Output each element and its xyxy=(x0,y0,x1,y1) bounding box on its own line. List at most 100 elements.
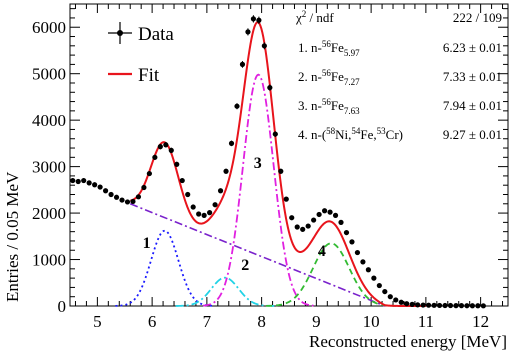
x-tick-label: 9 xyxy=(312,312,321,331)
y-tick-label: 5000 xyxy=(32,65,66,84)
legend-fit-label: Fit xyxy=(138,65,160,86)
data-point xyxy=(436,302,443,309)
data-point xyxy=(278,168,284,174)
data-point xyxy=(283,196,289,202)
x-tick-label: 11 xyxy=(418,312,434,331)
data-point xyxy=(393,297,399,303)
data-point xyxy=(469,303,476,309)
data-point xyxy=(146,170,152,177)
y-tick-label: 1000 xyxy=(32,251,66,270)
data-point xyxy=(212,202,218,208)
y-tick-label: 0 xyxy=(58,297,67,316)
data-point xyxy=(124,199,131,205)
x-tick-label: 10 xyxy=(363,312,380,331)
data-point xyxy=(152,154,158,160)
data-point xyxy=(321,208,328,214)
component-curves xyxy=(115,73,397,307)
data-point xyxy=(398,299,404,305)
data-point xyxy=(135,194,142,200)
data-point xyxy=(201,212,207,218)
y-tick-labels: 0 1000 2000 3000 4000 5000 6000 xyxy=(32,18,66,316)
stats-row-1-value: 6.23 ± 0.01 xyxy=(443,40,502,55)
fit-curve-path xyxy=(130,21,426,307)
data-point xyxy=(371,275,377,281)
data-point xyxy=(196,211,202,217)
data-point xyxy=(217,188,224,194)
data-point xyxy=(256,17,262,23)
data-point xyxy=(415,302,421,308)
peak-label-4: 4 xyxy=(318,243,326,260)
data-point xyxy=(420,302,426,308)
data-point xyxy=(311,217,317,223)
data-point xyxy=(387,294,393,300)
data-point xyxy=(70,177,76,184)
data-point xyxy=(130,198,136,205)
data-point xyxy=(245,29,251,35)
data-point xyxy=(300,226,306,232)
data-point xyxy=(431,302,437,308)
data-point xyxy=(185,191,191,198)
x-tick-label: 12 xyxy=(472,312,489,331)
data-point xyxy=(86,180,92,186)
stats-row-2-value: 7.33 ± 0.01 xyxy=(443,69,502,84)
data-point xyxy=(261,43,267,49)
plot-frame xyxy=(69,3,509,307)
peak-labels: 1 2 3 4 xyxy=(143,155,326,274)
data-point xyxy=(179,177,185,184)
data-point xyxy=(453,303,459,309)
x-tick-label: 7 xyxy=(203,312,212,331)
data-point xyxy=(267,85,273,91)
data-point xyxy=(475,303,481,309)
data-point xyxy=(168,147,174,153)
data-point xyxy=(239,61,246,67)
peak-label-2: 2 xyxy=(241,257,249,274)
stats-row-4-label: 4. n-(58Ni,54Fe,53Cr) xyxy=(298,126,403,142)
data-point xyxy=(404,301,410,307)
stats-row-3-value: 7.94 ± 0.01 xyxy=(443,98,502,113)
y-tick-label: 2000 xyxy=(32,204,66,223)
data-point xyxy=(447,302,454,309)
component-2-curve xyxy=(175,276,275,307)
data-point xyxy=(81,177,87,184)
data-point xyxy=(97,184,103,190)
data-point xyxy=(376,282,382,289)
x-tick-label: 8 xyxy=(257,312,266,331)
background-line xyxy=(129,203,386,307)
stats-row-4-value: 9.27 ± 0.01 xyxy=(443,127,502,142)
data-point xyxy=(327,209,333,215)
stats-row-1-label: 1. n-56Fe5.97 xyxy=(298,39,360,58)
component-3-curve xyxy=(203,73,314,307)
data-point xyxy=(92,182,98,188)
data-point xyxy=(289,215,295,221)
stats-box: χ2 / ndf 222 / 109 1. n-56Fe5.97 6.23 ± … xyxy=(295,9,502,142)
axis-ticks xyxy=(70,4,508,307)
x-tick-label: 5 xyxy=(93,312,102,331)
data-point xyxy=(102,188,109,194)
data-point xyxy=(272,131,278,137)
data-point xyxy=(332,212,339,218)
data-point xyxy=(338,219,344,225)
stats-chi2-label: χ2 / ndf xyxy=(295,9,334,25)
data-point xyxy=(294,224,300,230)
data-points xyxy=(70,15,486,309)
component-1-curve xyxy=(115,229,215,307)
x-axis-label: Reconstructed energy [MeV] xyxy=(309,332,507,351)
peak-label-1: 1 xyxy=(143,235,151,252)
y-tick-label: 4000 xyxy=(32,111,66,130)
data-point xyxy=(316,211,322,218)
data-point xyxy=(354,249,361,256)
data-point xyxy=(426,302,432,308)
data-point xyxy=(409,301,415,307)
y-axis-label: Entries / 0.05 MeV xyxy=(3,171,22,302)
data-point xyxy=(113,194,120,200)
data-point xyxy=(343,229,350,236)
fit-curve xyxy=(130,21,426,307)
y-tick-label: 6000 xyxy=(32,18,66,37)
y-tick-label: 3000 xyxy=(32,158,66,177)
data-point xyxy=(174,161,180,167)
data-point xyxy=(157,144,163,150)
legend: Data Fit xyxy=(108,22,174,86)
data-point xyxy=(360,259,366,265)
component-4-curve xyxy=(266,242,397,307)
stats-chi2-value: 222 / 109 xyxy=(453,10,502,25)
